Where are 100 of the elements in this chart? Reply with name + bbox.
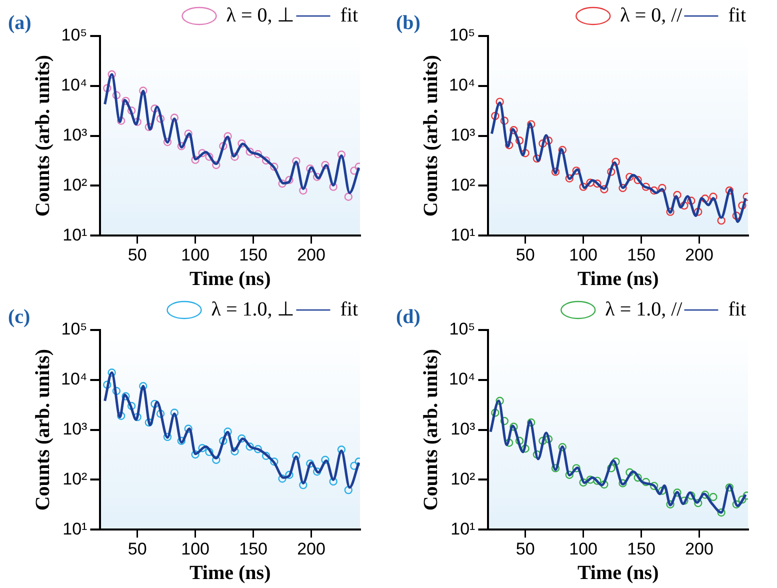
point [238,434,246,443]
legend-label: λ = 1.0, // [605,298,683,320]
y-tick-label: 10⁴ [60,370,88,389]
point [116,116,126,125]
point [103,380,112,389]
point [254,150,262,158]
y-tick-label: 10² [450,175,476,194]
point [108,368,116,377]
point [572,464,580,472]
point [285,176,294,184]
point [491,408,500,417]
point [224,132,232,140]
y-tick-label: 10¹ [450,519,476,538]
y-tick-label: 10³ [62,419,88,438]
point [238,139,246,148]
point [642,182,650,191]
point [262,452,270,460]
point [612,458,620,466]
point [504,141,514,150]
y-tick-label: 10² [62,469,88,488]
point [270,458,278,466]
y-axis-title: Counts (arb. units) [420,348,442,511]
point [538,436,547,445]
x-tick-label: 50 [128,539,147,558]
x-tick-label: 100 [181,245,210,264]
point [170,114,179,122]
y-tick-label: 10¹ [62,519,88,538]
point [738,495,746,504]
point [532,154,542,163]
point [191,156,200,164]
point [127,106,136,115]
point [680,201,688,210]
point [337,446,346,454]
point [139,382,148,390]
point [329,182,338,191]
point [205,152,214,161]
point [521,444,530,453]
point [586,178,594,187]
x-tick-label: 200 [297,539,326,558]
point [205,448,214,456]
point [687,196,696,205]
point [270,162,278,171]
chart-title: (a) [8,12,32,35]
point [321,160,330,170]
point [709,192,718,201]
point [133,118,142,126]
point [139,86,148,95]
point [579,478,588,487]
point [551,168,560,176]
point [732,500,740,508]
x-tick-label: 150 [627,539,656,558]
point [144,418,154,427]
point [191,450,200,459]
point [709,492,718,502]
x-tick-label: 100 [569,245,598,264]
point [666,208,674,216]
point [600,480,608,489]
y-tick-label: 10⁴ [448,76,476,95]
point [521,149,530,158]
point [184,424,192,433]
point [544,435,553,444]
point [558,443,567,452]
point [292,452,300,460]
point [634,474,642,482]
point [717,216,726,225]
x-axis-title: Time (ns) [189,562,271,584]
point [350,166,358,175]
point [103,84,112,92]
legend-label: fit [340,4,358,26]
chart-title: (c) [8,306,30,329]
point [299,480,308,490]
point [515,436,524,445]
point [558,146,567,154]
point [184,130,192,138]
x-tick-label: 200 [297,245,326,264]
x-axis-title: Time (ns) [577,268,659,290]
x-tick-label: 50 [128,245,147,264]
point [150,400,159,408]
chart-title: (d) [396,306,420,329]
point [108,70,116,78]
y-tick-label: 10¹ [450,225,476,244]
y-tick-label: 10⁵ [449,26,476,45]
y-axis-title: Counts (arb. units) [32,54,54,217]
point [732,212,740,220]
point [344,192,353,201]
point [198,444,206,452]
point [700,490,710,499]
point [593,476,602,485]
point [538,139,547,148]
point [515,136,524,145]
x-tick-label: 150 [627,245,656,264]
point [170,408,179,417]
y-tick-label: 10⁵ [61,320,88,339]
point [510,126,518,134]
legend-label: fit [728,298,746,320]
point [163,138,172,146]
x-tick-label: 50 [516,539,535,558]
x-tick-label: 150 [239,539,268,558]
point [321,456,330,464]
legend-label: λ = 0, ⊥ [226,4,294,26]
